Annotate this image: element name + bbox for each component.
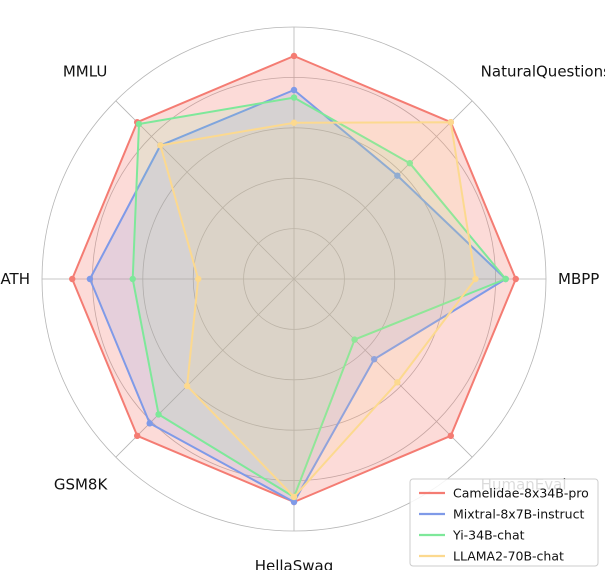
data-point-humaneval <box>370 355 378 363</box>
axis-label-hellaswag: HellaSwag <box>255 557 334 570</box>
data-point-hellaswag <box>290 498 298 506</box>
data-point-mbpp <box>512 275 519 283</box>
series-area <box>132 97 506 497</box>
data-point-gsm8k <box>183 382 191 390</box>
data-point-naturalquestions <box>394 172 401 179</box>
data-point-mbpp <box>472 275 479 283</box>
data-point-average <box>290 52 298 60</box>
legend-label: Mixtral-8x7B-instruct <box>453 507 584 522</box>
radar-grid <box>41 26 547 532</box>
data-point-gsm8k <box>155 411 162 418</box>
data-point-hellaswag <box>290 493 298 501</box>
grid-spoke-2 <box>293 100 473 280</box>
radar-series <box>69 52 519 506</box>
legend-label: Camelidae-8x34B-pro <box>453 486 589 501</box>
series-4 <box>157 118 479 501</box>
data-point-naturalquestions <box>406 159 414 167</box>
data-point-mmlu <box>135 120 143 128</box>
data-point-average <box>290 119 298 126</box>
series-area <box>160 122 476 497</box>
axis-label-gsm8k: GSM8K <box>54 476 109 494</box>
axis-label-mmlu: MMLU <box>63 62 107 80</box>
data-point-math <box>86 275 94 283</box>
data-point-average <box>290 94 298 101</box>
legend: Camelidae-8x34B-pro Mixtral-8x7B-instruct… <box>409 478 599 567</box>
grid-spoke-8 <box>115 100 295 280</box>
data-point-math <box>129 275 136 283</box>
grid-spoke-4 <box>293 278 473 458</box>
data-point-mmlu <box>157 142 164 149</box>
data-point-humaneval <box>351 336 358 343</box>
legend-label: Yi-34B-chat <box>452 528 525 543</box>
axis-label-average: Average <box>263 0 325 1</box>
legend-item: Mixtral-8x7B-instruct <box>419 507 584 522</box>
axis-label-naturalquestions: NaturalQuestions <box>481 62 605 80</box>
axis-label-math: MATH <box>0 270 30 288</box>
data-point-math <box>195 275 202 283</box>
data-point-mbpp <box>502 275 509 283</box>
legend-frame <box>409 478 599 567</box>
legend-item: Yi-34B-chat <box>419 528 525 543</box>
data-point-gsm8k <box>133 432 141 440</box>
data-point-average <box>290 86 298 94</box>
series-area <box>72 56 516 502</box>
data-point-humaneval <box>447 432 455 440</box>
legend-item: LLAMA2-70B-chat <box>419 549 564 564</box>
data-point-math <box>69 275 76 283</box>
axis-label-mbpp: MBPP <box>558 270 599 288</box>
data-point-gsm8k <box>146 420 153 427</box>
series-area <box>89 90 506 502</box>
legend-label: LLAMA2-70B-chat <box>453 549 564 564</box>
data-point-humaneval <box>394 379 401 386</box>
grid-spoke-6 <box>115 278 295 458</box>
legend-item: Camelidae-8x34B-pro <box>419 486 589 501</box>
data-point-naturalquestions <box>447 118 455 126</box>
